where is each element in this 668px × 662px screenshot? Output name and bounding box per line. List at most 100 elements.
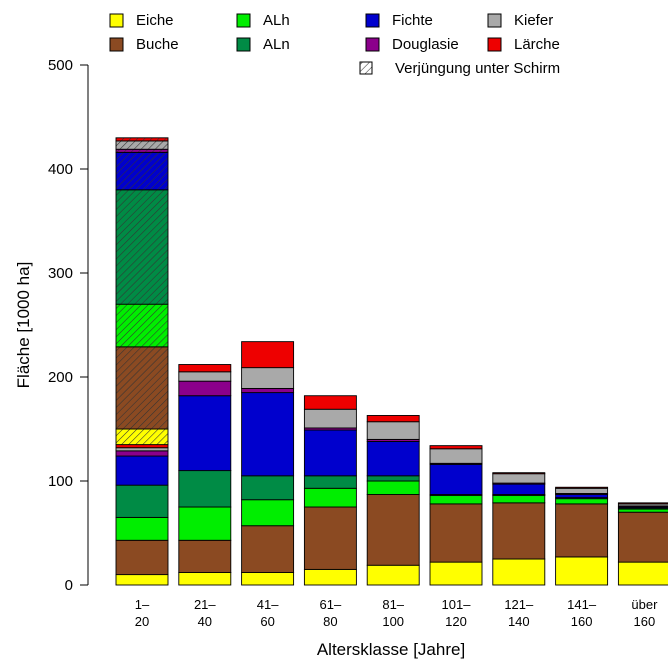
x-tick-label: 140: [508, 614, 530, 629]
bar-segment-fichte: [492, 483, 546, 495]
bar-segment-kiefer: [303, 408, 357, 429]
legend-label-buche: Buche: [136, 36, 179, 53]
bar-segment-aln: [178, 470, 232, 508]
legend-label-eiche: Eiche: [136, 12, 174, 29]
bar-segment-aln: [115, 484, 169, 518]
bar-segment-alh: [241, 499, 295, 527]
bar-segment-eiche: [115, 574, 169, 586]
x-tick-label: 160: [571, 614, 593, 629]
legend-swatch-hatch: [359, 61, 373, 75]
bar-segment-buche: [617, 511, 668, 563]
bar-segment-eiche: [241, 572, 295, 586]
x-tick-label: 101–: [442, 597, 472, 612]
x-tick-label: 121–: [504, 597, 534, 612]
x-tick-label: 20: [135, 614, 149, 629]
bar-segment-aln: [241, 475, 295, 501]
bar-segment-fichte: [178, 395, 232, 472]
bar-segment-larche: [617, 502, 668, 505]
x-tick-label: über: [631, 597, 658, 612]
bar-segment-aln: [366, 475, 420, 482]
bar-segment-alh: [617, 508, 668, 513]
regen-hatch-buche: [115, 346, 169, 430]
bars: [115, 137, 668, 586]
bar-segment-buche: [366, 494, 420, 566]
legend-label-fichte: Fichte: [392, 12, 433, 29]
x-tick-label: 120: [445, 614, 467, 629]
bar-segment-eiche: [492, 558, 546, 586]
x-tick-label: 160: [634, 614, 656, 629]
bar-segment-buche: [492, 502, 546, 560]
bar-segment-alh: [303, 487, 357, 508]
regen-hatch-fichte: [115, 151, 169, 191]
bar-segment-fichte: [366, 441, 420, 477]
regen-hatch-kiefer: [115, 140, 169, 150]
x-tick-label: 61–: [320, 597, 342, 612]
bar-segment-eiche: [178, 572, 232, 586]
legend-swatch-fichte: [365, 13, 380, 28]
legend-label-alh: ALh: [263, 12, 290, 29]
bar-segment-kiefer: [178, 371, 232, 382]
bar-segment-buche: [429, 503, 483, 563]
y-tick-label: 0: [65, 577, 73, 594]
bar-segment-larche: [303, 395, 357, 410]
legend-label-aln: ALn: [263, 36, 290, 53]
bar-segment-fichte: [555, 494, 609, 499]
x-tick-label: 80: [323, 614, 337, 629]
x-tick-label: 81–: [382, 597, 404, 612]
regen-hatch-larche: [115, 137, 169, 142]
bar-segment-alh: [492, 495, 546, 504]
legend-swatch-eiche: [109, 13, 124, 28]
bar-segment-buche: [115, 539, 169, 576]
x-tick-label: 1–: [135, 597, 150, 612]
bar-segment-douglasie: [241, 387, 295, 394]
legend-label-larche: Lärche: [514, 36, 560, 53]
bar-segment-alh: [429, 495, 483, 505]
bar-segment-kiefer: [366, 421, 420, 440]
bar-segment-larche: [429, 445, 483, 450]
legend-label-verjungung-unter-schirm: Verjüngung unter Schirm: [395, 60, 560, 77]
x-tick-label: 100: [382, 614, 404, 629]
bar-segment-kiefer: [115, 447, 169, 452]
y-axis-title: Fläche [1000 ha]: [14, 262, 33, 389]
bar-segment-larche: [492, 472, 546, 475]
bar-segment-larche: [115, 444, 169, 449]
bar-segment-alh: [555, 498, 609, 505]
x-axis-title: Altersklasse [Jahre]: [317, 640, 465, 659]
bar-segment-eiche: [429, 561, 483, 586]
bar-segment-eiche: [555, 556, 609, 586]
legend-swatch-buche: [109, 37, 124, 52]
bar-segment-fichte: [303, 429, 357, 477]
y-tick-label: 300: [48, 265, 73, 282]
y-tick-label: 200: [48, 369, 73, 386]
bar-segment-larche: [178, 364, 232, 373]
x-tick-label: 40: [198, 614, 212, 629]
x-tick-label: 141–: [567, 597, 597, 612]
y-axis: 0 100 200 300 400 500: [48, 57, 89, 594]
bar-segment-fichte: [115, 455, 169, 486]
bar-segment-fichte: [241, 392, 295, 477]
bar-segment-alh: [178, 506, 232, 541]
x-tick-label: 60: [260, 614, 274, 629]
bar-segment-buche: [303, 506, 357, 570]
bar-segment-larche: [555, 486, 609, 489]
bar-segment-larche: [241, 341, 295, 369]
regen-hatch-aln: [115, 189, 169, 305]
regen-hatch-eiche: [115, 428, 169, 446]
x-tick-label: 21–: [194, 597, 216, 612]
bar-segment-larche: [366, 415, 420, 423]
bar-segment-kiefer: [429, 448, 483, 464]
bar-segment-aln: [303, 475, 357, 489]
legend-swatch-aln: [236, 37, 251, 52]
legend-label-douglasie: Douglasie: [392, 36, 459, 53]
bar-segment-kiefer: [555, 487, 609, 494]
y-tick-label: 100: [48, 473, 73, 490]
legend-label-kiefer: Kiefer: [514, 12, 553, 29]
legend-swatch-kiefer: [487, 13, 502, 28]
bar-segment-buche: [178, 539, 232, 573]
bar-segment-fichte: [429, 463, 483, 495]
y-tick-label: 500: [48, 57, 73, 74]
bar-segment-alh: [366, 480, 420, 495]
legend-swatch-douglasie: [365, 37, 380, 52]
bar-segment-buche: [241, 525, 295, 573]
